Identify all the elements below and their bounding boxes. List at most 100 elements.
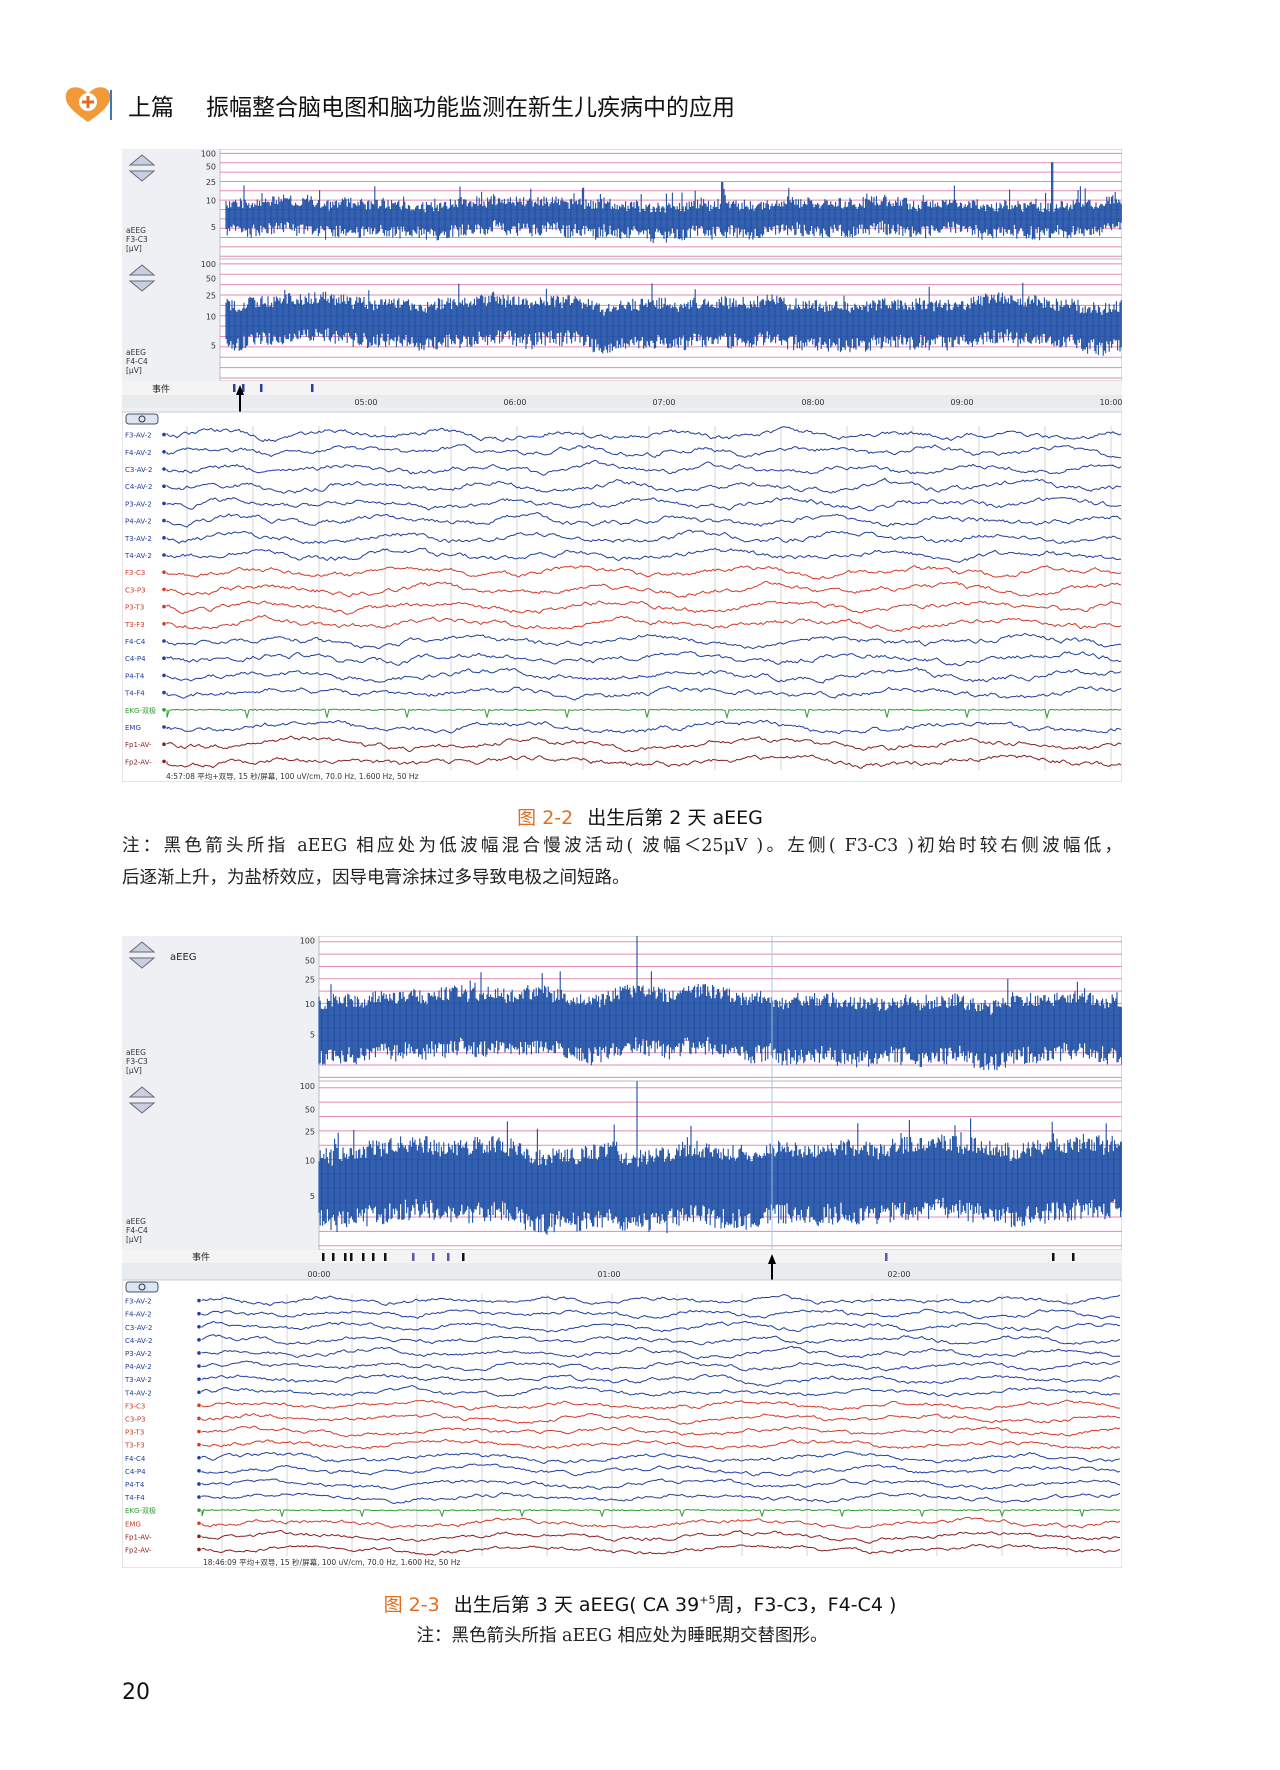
eeg-trace (166, 565, 1122, 580)
tick-label: 10 (305, 1000, 315, 1009)
event-mark (332, 1253, 335, 1261)
tick-label: 100 (201, 149, 216, 158)
channel-dot (162, 467, 166, 471)
event-mark (885, 1253, 888, 1261)
aeeg-trace (225, 162, 1122, 243)
channel-label: C4-P4 (125, 1468, 146, 1476)
eeg-trace (201, 1320, 1121, 1333)
panel-label: [µV] (126, 1066, 142, 1075)
channel-dot (162, 742, 166, 746)
channel-label: P3-T3 (125, 604, 144, 612)
aeeg-trace (318, 936, 1122, 1071)
channel-label: T4-F4 (124, 1494, 145, 1502)
event-row (122, 1250, 1122, 1263)
tick-label: 25 (206, 178, 216, 187)
eeg-trace (166, 426, 1122, 443)
time-label: 06:00 (503, 398, 526, 407)
eeg-trace (166, 614, 1122, 632)
eeg-trace (201, 1438, 1121, 1450)
channel-label: EKG-双极 (125, 706, 156, 715)
time-label: 08:00 (801, 398, 824, 407)
tick-label: 10 (305, 1156, 315, 1165)
channel-dot (162, 759, 166, 764)
channel-label: T4-AV-2 (124, 1389, 152, 1397)
event-mark (350, 1253, 353, 1261)
event-mark (311, 384, 314, 392)
channel-dot (197, 1351, 201, 1355)
channel-dot (197, 1547, 201, 1552)
channel-dot (197, 1416, 201, 1421)
eeg-trace (166, 685, 1122, 701)
eeg-button (125, 1281, 159, 1293)
note: 注：黑色箭头所指 aEEG 相应处为低波幅混合慢波活动( 波幅＜25μV )。左… (122, 830, 1122, 894)
aeeg-trace (225, 282, 1122, 356)
channel-dot (197, 1324, 201, 1329)
caption-number: 图 2-3 (383, 1594, 440, 1616)
channel-dot (162, 604, 166, 609)
time-label: 01:00 (597, 1270, 620, 1279)
eeg-trace (166, 511, 1122, 528)
event-mark (412, 1253, 415, 1261)
event-mark (322, 1253, 325, 1261)
tick-label: 50 (305, 957, 315, 966)
eeg-trace (166, 529, 1122, 545)
eeg-trace (166, 719, 1122, 735)
panel-label: F3-C3 (126, 235, 148, 244)
caption-text: 出生后第 2 天 aEEG (587, 807, 763, 829)
channel-label: C3-P3 (125, 1415, 146, 1423)
event-mark (384, 1253, 387, 1261)
eeg-trace (201, 1478, 1121, 1491)
tick-label: 5 (211, 342, 216, 351)
channel-label: T3-F3 (124, 621, 145, 629)
channel-label: C4-P4 (125, 655, 146, 663)
time-label: 05:00 (354, 398, 377, 407)
eeg-trace (166, 547, 1122, 563)
caption: 图 2-3 出生后第 3 天 aEEG( CA 39+5周，F3-C3，F4-C4… (0, 1590, 1280, 1617)
channel-label: C3-P3 (125, 586, 146, 594)
channel-dot (162, 639, 166, 643)
channel-label: P4-T4 (125, 672, 145, 680)
panel-label: [µV] (126, 366, 142, 375)
note-line: 注：黑色箭头所指 aEEG 相应处为低波幅混合慢波活动( 波幅＜25μV )。左… (122, 836, 1122, 856)
eeg-trace (201, 1293, 1121, 1307)
channel-label: Fp1-AV- (125, 1533, 152, 1541)
scroll-down (128, 170, 156, 182)
status-bar: 4:57:08 平均+双导, 15 秒/屏幕, 100 uV/cm, 70.0 … (166, 771, 419, 781)
time-axis (122, 395, 1122, 408)
eeg-trace (201, 1451, 1121, 1465)
scroll-down (128, 280, 156, 292)
channel-dot (197, 1311, 201, 1316)
channel-dot (197, 1508, 201, 1512)
eeg-figure: 1005025105aEEGF3-C3[µV]1005025105aEEGF4-… (122, 149, 1122, 782)
panel-label: aEEG (126, 1048, 146, 1057)
note-line: 后逐渐上升，为盐桥效应，因导电膏涂抹过多导致电极之间短路。 (122, 868, 630, 888)
event-mark (260, 384, 263, 392)
panel-label: aEEG (126, 1217, 146, 1226)
event-mark (432, 1253, 435, 1261)
eeg-trace (201, 1373, 1121, 1387)
scroll-up (128, 264, 156, 276)
panel-label: F4-C4 (126, 1226, 148, 1235)
tick-label: 10 (206, 312, 216, 321)
event-mark (242, 384, 245, 392)
page-number: 20 (122, 1680, 150, 1705)
channel-dot (162, 587, 166, 592)
channel-label: P4-AV-2 (125, 518, 152, 526)
eeg-button-icon (138, 1283, 146, 1291)
channel-dot (197, 1521, 201, 1526)
panel-label: [µV] (126, 1235, 142, 1244)
eeg-trace (166, 497, 1122, 512)
channel-label: EMG (125, 724, 141, 732)
channel-label: F4-AV-2 (125, 1311, 152, 1319)
channel-dot (197, 1390, 201, 1395)
channel-label: P3-AV-2 (125, 1350, 152, 1358)
eeg-trace (201, 1360, 1121, 1372)
eeg-trace (166, 459, 1122, 476)
time-label: 00:00 (307, 1270, 330, 1279)
channel-label: F4-C4 (125, 638, 146, 646)
channel-label: P3-T3 (125, 1429, 144, 1437)
channel-label: C3-AV-2 (125, 1324, 152, 1332)
channel-label: P3-AV-2 (125, 500, 152, 508)
eeg-trace (201, 1334, 1121, 1346)
